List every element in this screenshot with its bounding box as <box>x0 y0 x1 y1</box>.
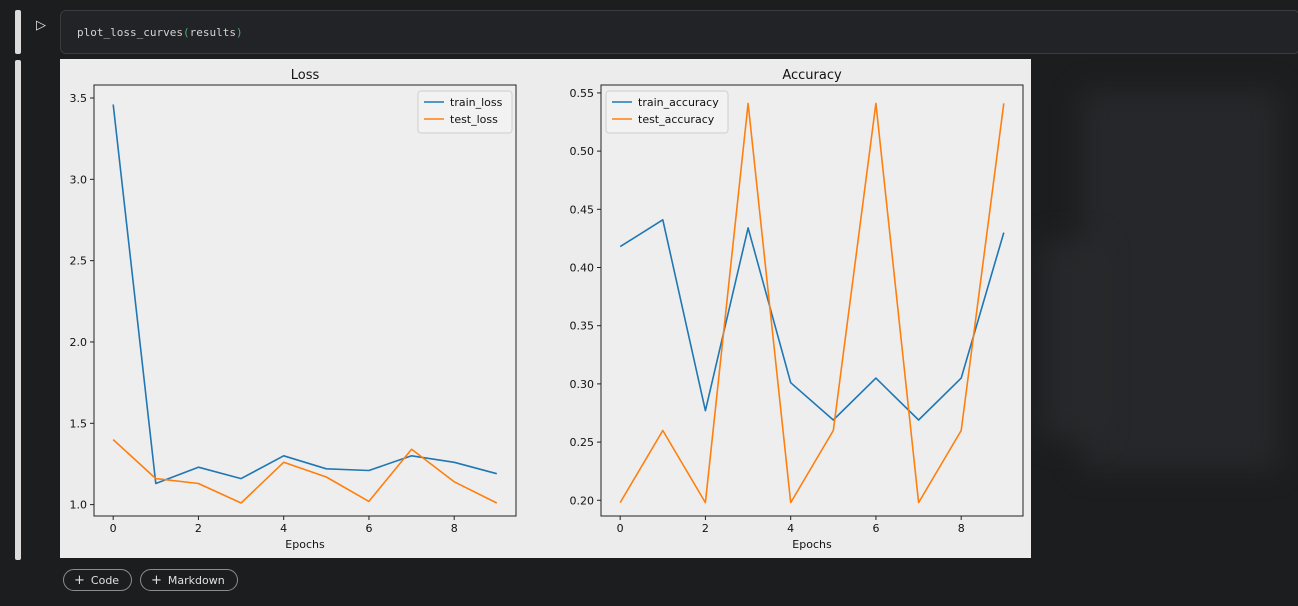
x-axis-label: Epochs <box>792 538 832 551</box>
y-tick-label: 3.5 <box>70 92 88 105</box>
legend: train_accuracy test_accuracy <box>605 90 729 134</box>
legend-entry: train_accuracy <box>638 96 719 109</box>
cell-gutter-input <box>15 10 21 54</box>
code-line: plot_loss_curves(results) <box>77 26 243 39</box>
code-cell-editor[interactable]: plot_loss_curves(results) <box>60 10 1298 54</box>
x-tick-label: 8 <box>451 522 458 535</box>
y-tick-label: 0.55 <box>570 87 595 100</box>
x-axis-label: Epochs <box>285 538 325 551</box>
code-open-paren: ( <box>182 26 190 39</box>
y-tick-label: 0.20 <box>570 494 595 507</box>
chart-accuracy: Accuracy Epochs 0 2 4 6 8 0.20 0.25 0.30 0.35 0.40 0… <box>570 68 1024 551</box>
chart-title: Accuracy <box>782 68 842 83</box>
legend: train_loss test_loss <box>417 90 513 134</box>
x-tick-label: 6 <box>872 522 879 535</box>
chart-title: Loss <box>291 68 320 83</box>
x-tick-label: 6 <box>365 522 372 535</box>
y-tick-label: 0.40 <box>570 262 595 275</box>
x-tick-label: 0 <box>617 522 624 535</box>
plus-icon: + <box>74 572 85 588</box>
play-icon: ▷ <box>36 17 46 33</box>
backdrop-shape <box>1080 90 1280 470</box>
x-tick-label: 2 <box>702 522 709 535</box>
cell-output: Loss Epochs 0 2 4 6 8 1.0 1.5 2.0 2.5 3.0 3.5 train_l… <box>60 59 1031 558</box>
axes-frame <box>93 84 517 517</box>
code-close-paren: ) <box>235 26 243 39</box>
series-line-test_accuracy <box>619 102 1005 504</box>
y-tick-label: 0.25 <box>570 436 595 449</box>
y-tick-label: 1.5 <box>70 417 88 430</box>
x-tick-label: 4 <box>280 522 287 535</box>
y-tick-label: 0.45 <box>570 203 595 216</box>
series-line-train_accuracy <box>619 219 1005 421</box>
legend-entry: test_accuracy <box>638 113 715 126</box>
x-tick-label: 2 <box>195 522 202 535</box>
y-tick-label: 0.30 <box>570 378 595 391</box>
x-tick-label: 0 <box>110 522 117 535</box>
axes-frame <box>600 84 1024 517</box>
cell-gutter-output <box>15 60 21 560</box>
run-cell-button[interactable]: ▷ <box>30 14 52 36</box>
figure-canvas: Loss Epochs 0 2 4 6 8 1.0 1.5 2.0 2.5 3.0 3.5 train_l… <box>70 68 1024 551</box>
plus-icon: + <box>151 572 162 588</box>
y-tick-label: 3.0 <box>70 173 88 186</box>
x-tick-label: 4 <box>787 522 794 535</box>
y-tick-label: 0.35 <box>570 320 595 333</box>
backdrop-shape <box>1040 240 1100 440</box>
add-code-label: Code <box>90 573 120 587</box>
y-tick-label: 2.0 <box>70 336 88 349</box>
code-function-name: plot_loss_curves <box>77 26 183 39</box>
y-tick-label: 1.0 <box>70 499 88 512</box>
legend-box <box>605 90 729 134</box>
chart-loss: Loss Epochs 0 2 4 6 8 1.0 1.5 2.0 2.5 3.0 3.5 train_l… <box>70 68 517 551</box>
series-line-test_loss <box>112 439 498 504</box>
legend-entry: test_loss <box>450 113 498 126</box>
legend-entry: train_loss <box>450 96 503 109</box>
add-markdown-label: Markdown <box>167 573 225 587</box>
series-line-train_loss <box>112 104 498 485</box>
x-tick-label: 8 <box>958 522 965 535</box>
y-tick-label: 0.50 <box>570 145 595 158</box>
y-tick-label: 2.5 <box>70 255 88 268</box>
code-argument: results <box>189 26 236 39</box>
add-markdown-cell-button[interactable]: + Markdown <box>140 569 238 591</box>
add-code-cell-button[interactable]: + Code <box>63 569 133 591</box>
